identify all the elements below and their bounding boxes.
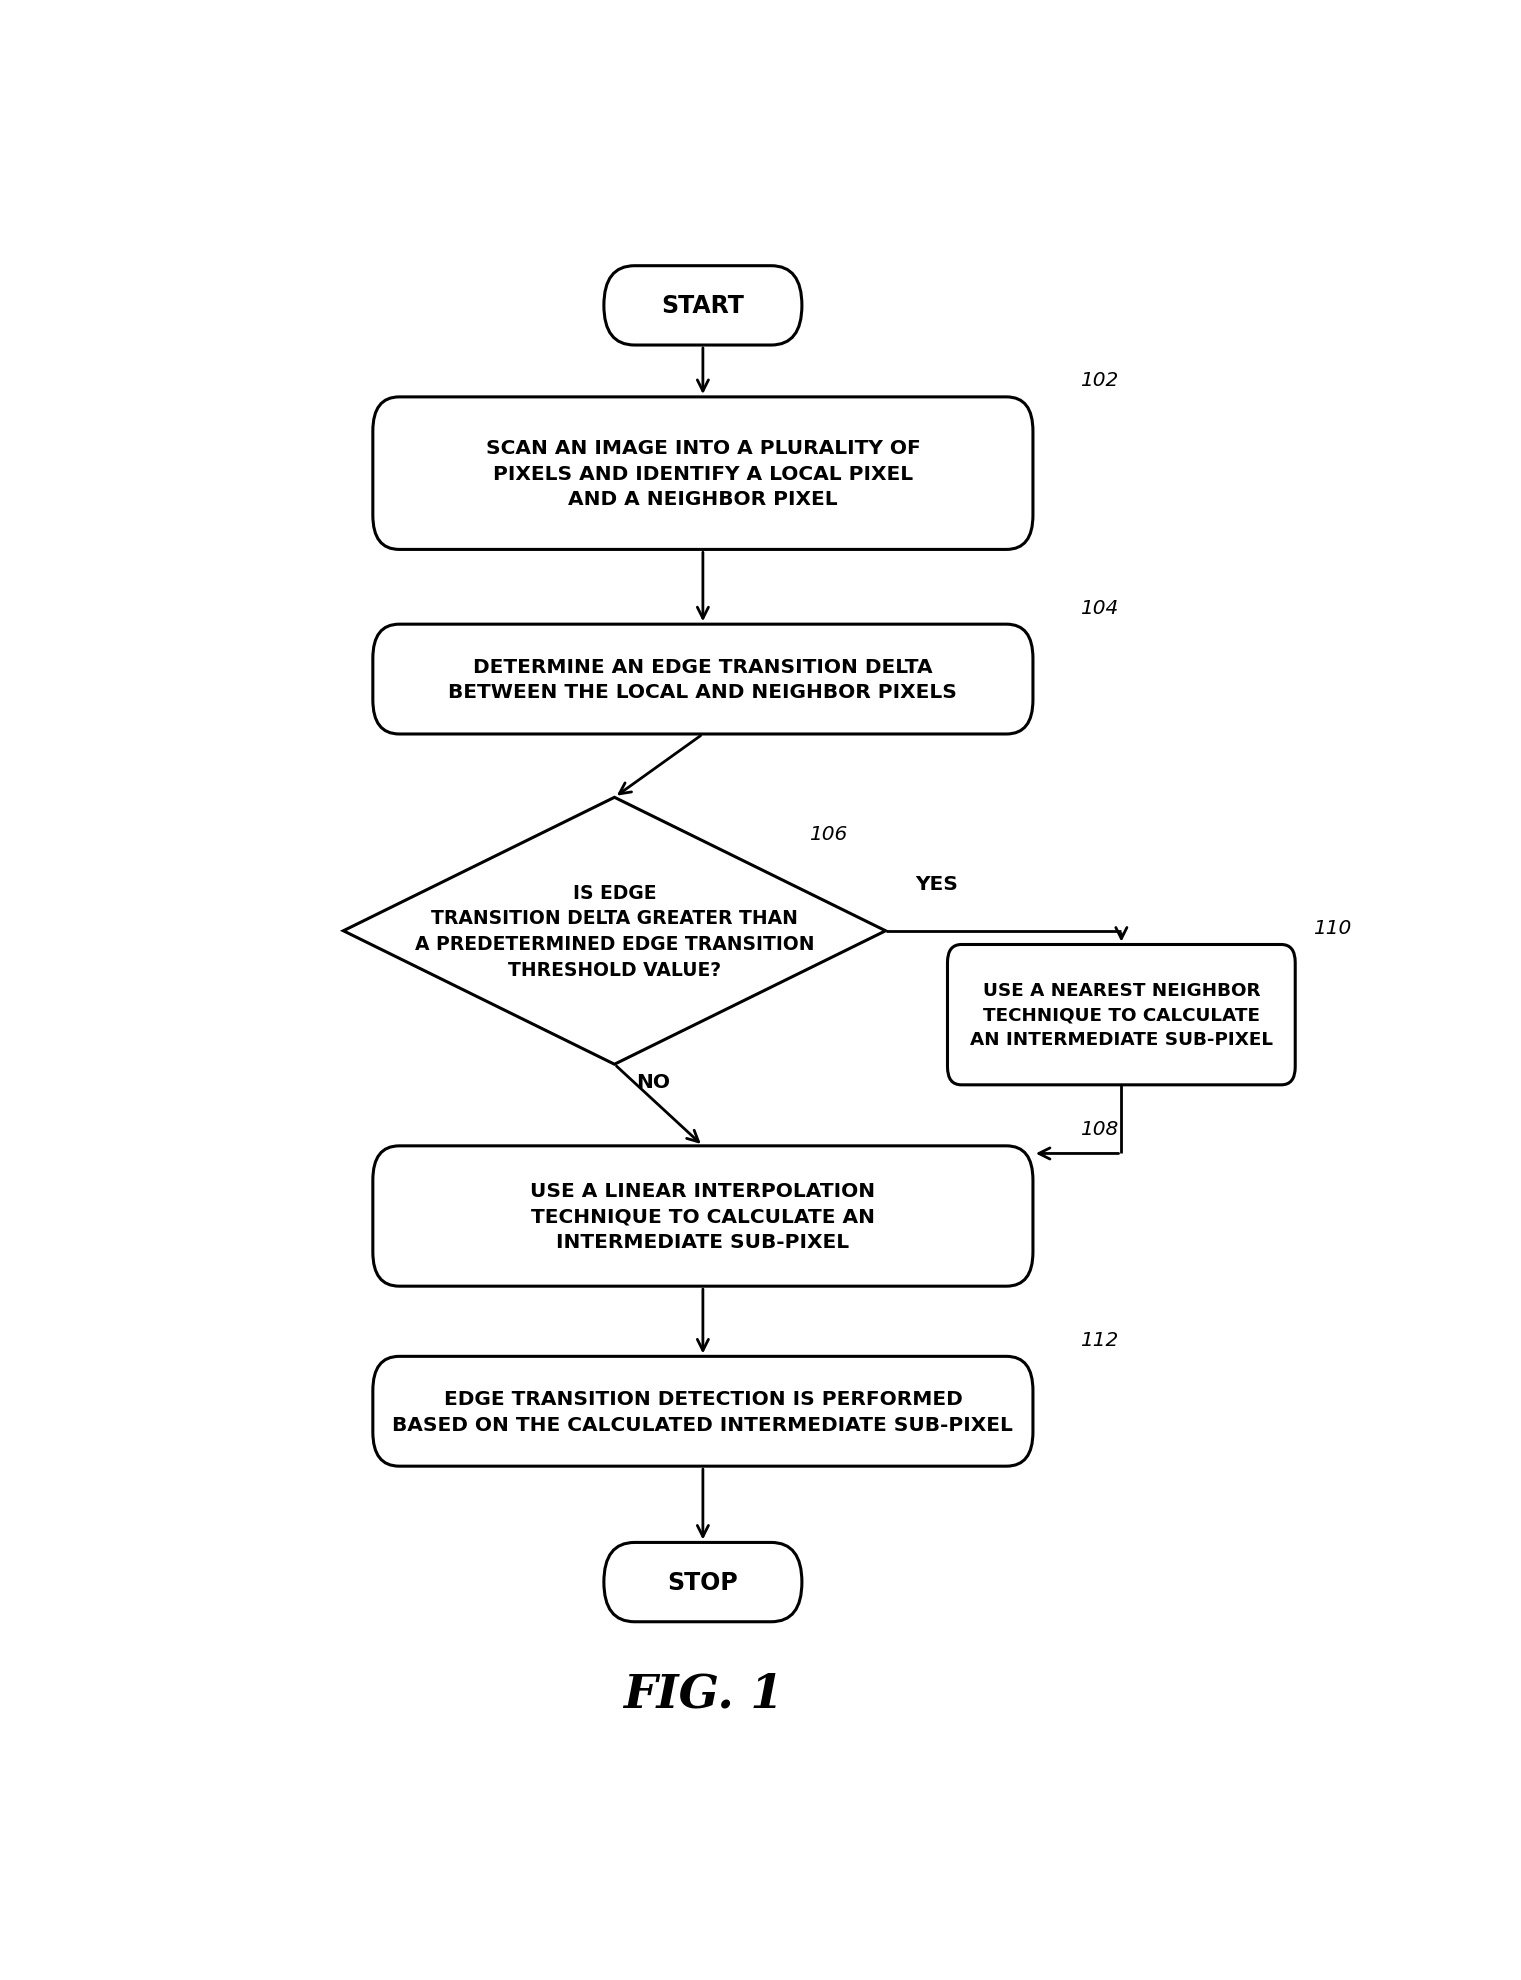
Text: USE A LINEAR INTERPOLATION
TECHNIQUE TO CALCULATE AN
INTERMEDIATE SUB-PIXEL: USE A LINEAR INTERPOLATION TECHNIQUE TO … bbox=[531, 1182, 876, 1251]
Text: IS EDGE
TRANSITION DELTA GREATER THAN
A PREDETERMINED EDGE TRANSITION
THRESHOLD : IS EDGE TRANSITION DELTA GREATER THAN A … bbox=[415, 883, 814, 980]
Text: DETERMINE AN EDGE TRANSITION DELTA
BETWEEN THE LOCAL AND NEIGHBOR PIXELS: DETERMINE AN EDGE TRANSITION DELTA BETWE… bbox=[449, 657, 957, 703]
Text: 110: 110 bbox=[1313, 919, 1351, 937]
FancyBboxPatch shape bbox=[373, 1356, 1033, 1467]
Text: NO: NO bbox=[636, 1073, 669, 1091]
Text: USE A NEAREST NEIGHBOR
TECHNIQUE TO CALCULATE
AN INTERMEDIATE SUB-PIXEL: USE A NEAREST NEIGHBOR TECHNIQUE TO CALC… bbox=[970, 982, 1273, 1049]
Text: 106: 106 bbox=[809, 824, 847, 843]
Text: 112: 112 bbox=[1080, 1331, 1118, 1348]
FancyBboxPatch shape bbox=[373, 1146, 1033, 1287]
FancyBboxPatch shape bbox=[948, 944, 1296, 1085]
Text: 104: 104 bbox=[1080, 598, 1118, 618]
Text: YES: YES bbox=[916, 875, 958, 893]
Text: STOP: STOP bbox=[668, 1570, 738, 1594]
FancyBboxPatch shape bbox=[373, 398, 1033, 550]
Polygon shape bbox=[344, 798, 885, 1065]
FancyBboxPatch shape bbox=[604, 1542, 802, 1622]
FancyBboxPatch shape bbox=[604, 267, 802, 346]
Text: 108: 108 bbox=[1080, 1119, 1118, 1138]
Text: EDGE TRANSITION DETECTION IS PERFORMED
BASED ON THE CALCULATED INTERMEDIATE SUB-: EDGE TRANSITION DETECTION IS PERFORMED B… bbox=[392, 1390, 1013, 1434]
Text: SCAN AN IMAGE INTO A PLURALITY OF
PIXELS AND IDENTIFY A LOCAL PIXEL
AND A NEIGHB: SCAN AN IMAGE INTO A PLURALITY OF PIXELS… bbox=[485, 440, 920, 509]
Text: START: START bbox=[662, 295, 744, 319]
Text: 102: 102 bbox=[1080, 370, 1118, 390]
FancyBboxPatch shape bbox=[373, 626, 1033, 735]
Text: FIG. 1: FIG. 1 bbox=[622, 1671, 783, 1717]
